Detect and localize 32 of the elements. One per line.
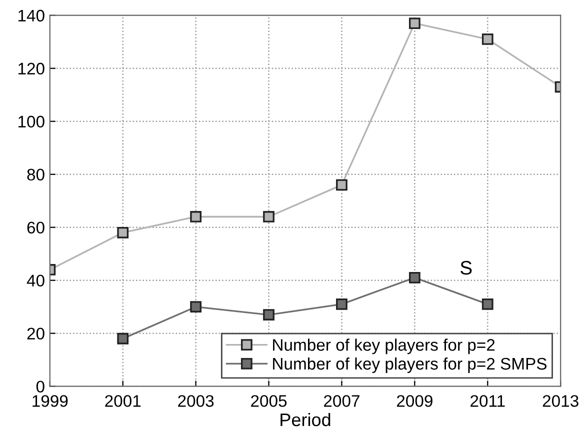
point xyxy=(263,309,274,320)
x-tick-label: 2013 xyxy=(542,395,578,407)
point xyxy=(190,211,202,222)
y-tick-label: 120 xyxy=(18,62,44,75)
legend-label: Number of key players for p=2 xyxy=(273,338,495,354)
point xyxy=(263,211,274,222)
point xyxy=(117,226,129,238)
y-tick-label: 40 xyxy=(26,274,44,287)
legend-label: Number of key players for p=2 SMPS xyxy=(273,357,546,373)
x-tick-label: 2007 xyxy=(324,395,360,407)
point xyxy=(408,272,420,284)
x-tick-label: 2005 xyxy=(251,395,287,407)
y-tick-label: 140 xyxy=(18,10,44,22)
point xyxy=(190,301,202,313)
point xyxy=(408,18,420,30)
point xyxy=(482,34,494,45)
y-tick-label: 80 xyxy=(27,168,44,181)
point xyxy=(482,298,494,310)
x-axis-title: Period xyxy=(280,412,330,426)
point xyxy=(336,179,348,191)
x-tick-label: 2001 xyxy=(105,395,141,407)
y-tick-label: 20 xyxy=(27,328,44,340)
y-tick-label: 100 xyxy=(18,116,44,128)
point xyxy=(336,298,348,310)
y-tick-label: 60 xyxy=(27,222,44,234)
point xyxy=(117,332,129,344)
x-tick-label: 1999 xyxy=(32,395,68,407)
y-tick-label: 0 xyxy=(36,380,44,393)
x-tick-label: 2003 xyxy=(178,395,214,407)
annotation: S xyxy=(460,260,472,275)
x-tick-label: 2009 xyxy=(396,395,432,407)
x-tick-label: 2011 xyxy=(470,395,505,407)
